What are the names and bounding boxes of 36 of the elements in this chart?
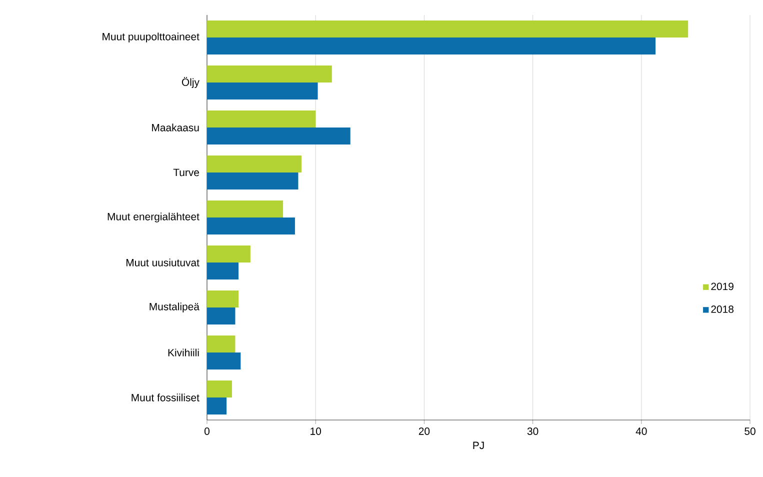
- bar: [207, 66, 332, 83]
- y-tick-label: Maakaasu: [152, 124, 199, 132]
- bar: [207, 290, 238, 308]
- bar: [207, 172, 298, 190]
- y-tick-label: Muut energialähteet: [108, 212, 200, 222]
- x-tick-label: 30: [527, 428, 538, 435]
- bar: [207, 398, 227, 415]
- bar: [207, 380, 232, 398]
- y-tick-label: Öljy: [182, 77, 200, 88]
- x-tick-label: 0: [204, 428, 210, 435]
- bar: [207, 200, 284, 218]
- bar: [207, 128, 350, 145]
- bar: [207, 110, 316, 128]
- x-tick-label: 40: [636, 428, 647, 435]
- bar: [207, 20, 688, 38]
- bar: [207, 336, 236, 353]
- bar: [207, 218, 295, 235]
- bar: [207, 246, 250, 263]
- bar: [207, 38, 656, 55]
- y-tick-label: Muut fossiiliset: [132, 394, 200, 402]
- bar: [207, 308, 236, 325]
- y-tick-label: Kivihiili: [168, 348, 199, 356]
- x-tick-label: 50: [744, 428, 756, 435]
- bar: [207, 156, 302, 173]
- x-tick-label: 10: [310, 428, 322, 435]
- legend-label: 2018: [711, 306, 734, 313]
- bar: [207, 262, 238, 280]
- x-tick-label: 20: [418, 428, 430, 435]
- bar: [207, 82, 318, 100]
- y-tick-label: Turve: [173, 168, 200, 176]
- bar: [207, 352, 241, 370]
- legend-label: 2019: [711, 282, 734, 290]
- y-tick-label: Muut puupolttoaineet: [102, 32, 200, 42]
- y-tick-label: Muut uusiutuvat: [126, 258, 200, 266]
- x-axis-title: PJ: [473, 442, 484, 450]
- y-tick-label: Mustalipeä: [150, 302, 200, 312]
